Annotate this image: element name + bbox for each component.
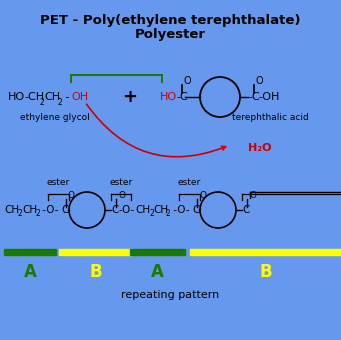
Text: 2: 2 bbox=[40, 98, 45, 106]
Text: 2: 2 bbox=[18, 209, 23, 219]
Bar bbox=[190, 249, 341, 255]
Text: -OH: -OH bbox=[258, 92, 279, 102]
Text: C: C bbox=[192, 205, 199, 215]
Text: CH: CH bbox=[135, 205, 150, 215]
Text: O: O bbox=[118, 191, 125, 201]
Text: 2: 2 bbox=[166, 209, 171, 219]
Text: ester: ester bbox=[178, 178, 201, 187]
Text: -CH: -CH bbox=[24, 92, 44, 102]
Text: HO: HO bbox=[8, 92, 25, 102]
Text: 2: 2 bbox=[35, 209, 40, 219]
Text: HO: HO bbox=[160, 92, 177, 102]
Text: O: O bbox=[249, 191, 256, 201]
Text: B: B bbox=[90, 263, 102, 281]
Text: 2: 2 bbox=[58, 98, 63, 106]
Text: -C: -C bbox=[248, 92, 260, 102]
Text: terephthalic acid: terephthalic acid bbox=[232, 113, 308, 122]
Text: H₂O: H₂O bbox=[248, 143, 271, 153]
Text: CH: CH bbox=[4, 205, 19, 215]
Text: 2: 2 bbox=[149, 209, 154, 219]
Text: Polyester: Polyester bbox=[134, 28, 206, 41]
Text: C: C bbox=[111, 205, 118, 215]
Text: -O-: -O- bbox=[118, 205, 134, 215]
Text: O: O bbox=[184, 76, 192, 86]
Text: A: A bbox=[24, 263, 36, 281]
Text: CH: CH bbox=[44, 92, 60, 102]
Text: B: B bbox=[259, 263, 272, 281]
Bar bbox=[59, 249, 133, 255]
Text: -O-: -O- bbox=[39, 205, 59, 215]
Text: O: O bbox=[256, 76, 264, 86]
Text: -C: -C bbox=[176, 92, 188, 102]
Text: OH: OH bbox=[71, 92, 88, 102]
Text: +: + bbox=[122, 88, 137, 106]
Text: O: O bbox=[199, 191, 206, 201]
Text: CH: CH bbox=[22, 205, 37, 215]
Text: C: C bbox=[242, 205, 249, 215]
Text: ethylene glycol: ethylene glycol bbox=[20, 113, 90, 122]
FancyArrowPatch shape bbox=[87, 104, 226, 157]
Text: -O-: -O- bbox=[170, 205, 190, 215]
Text: -: - bbox=[62, 92, 70, 102]
Text: CH: CH bbox=[153, 205, 168, 215]
Bar bbox=[130, 249, 185, 255]
Bar bbox=[4, 249, 56, 255]
Text: ester: ester bbox=[47, 178, 70, 187]
Text: PET - Poly(ethylene terephthalate): PET - Poly(ethylene terephthalate) bbox=[40, 14, 300, 27]
Text: ester: ester bbox=[109, 178, 133, 187]
Text: C: C bbox=[61, 205, 69, 215]
Text: O: O bbox=[68, 191, 75, 201]
Text: repeating pattern: repeating pattern bbox=[121, 290, 219, 300]
Text: A: A bbox=[151, 263, 164, 281]
